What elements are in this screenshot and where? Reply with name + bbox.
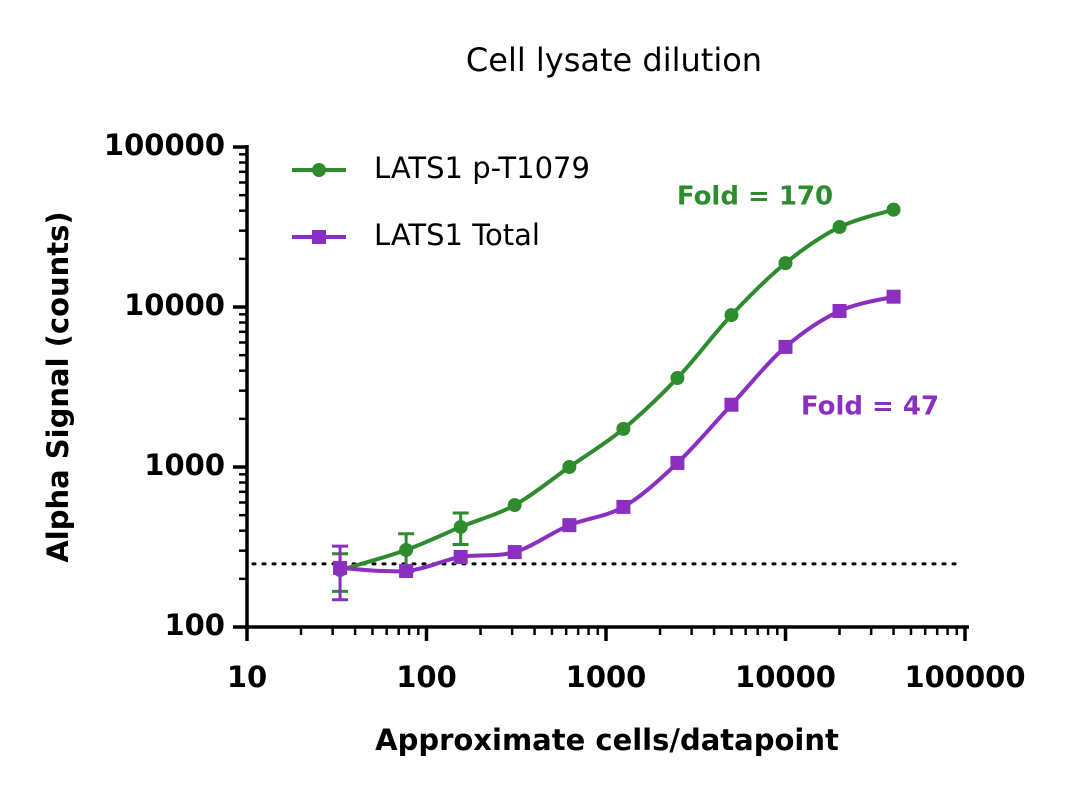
- y-tick-label: 10000: [124, 288, 225, 322]
- data-point: [453, 519, 468, 534]
- legend-marker: [312, 163, 326, 177]
- annotation: Fold = 170: [677, 182, 833, 212]
- x-tick-label: 10000: [735, 660, 836, 694]
- data-point: [507, 545, 522, 560]
- fit-curve: [339, 207, 895, 572]
- x-axis-title: Approximate cells/datapoint: [375, 723, 839, 757]
- chart-title: Cell lysate dilution: [466, 41, 762, 79]
- data-point: [670, 455, 685, 470]
- legend-marker: [312, 230, 326, 244]
- data-point: [616, 421, 631, 436]
- data-point: [453, 549, 468, 564]
- data-point: [832, 304, 847, 319]
- x-tick-label: 100: [396, 660, 457, 694]
- y-tick-label: 100000: [104, 128, 225, 162]
- y-tick-label: 1000: [144, 448, 225, 482]
- data-point: [399, 563, 414, 578]
- data-point: [507, 498, 522, 513]
- data-point: [616, 499, 631, 514]
- data-point: [562, 460, 577, 474]
- y-axis-title: Alpha Signal (counts): [41, 211, 75, 562]
- x-tick-label: 1000: [566, 660, 647, 694]
- data-point: [333, 560, 348, 575]
- data-point: [886, 202, 901, 217]
- data-point: [778, 339, 793, 354]
- legend-label: LATS1 Total: [374, 218, 540, 252]
- data-point: [832, 220, 847, 235]
- data-point: [724, 397, 739, 412]
- data-point: [778, 256, 793, 271]
- data-point: [724, 308, 739, 323]
- x-tick-label: 10: [227, 660, 267, 694]
- x-tick-label: 100000: [904, 660, 1025, 694]
- annotation: Fold = 47: [801, 392, 939, 422]
- y-tick-label: 100: [164, 608, 225, 642]
- data-point: [670, 370, 685, 385]
- data-point: [562, 518, 577, 533]
- data-point: [886, 289, 901, 304]
- legend-label: LATS1 p-T1079: [374, 151, 590, 185]
- data-point: [399, 542, 414, 557]
